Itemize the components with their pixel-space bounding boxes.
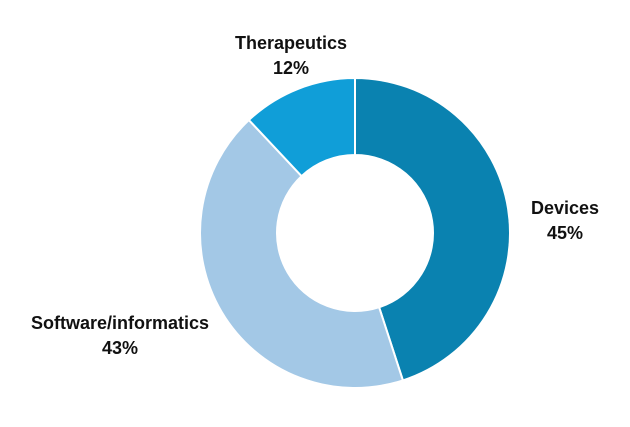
label-therapeutics-value: 12% bbox=[273, 58, 309, 78]
label-devices-value: 45% bbox=[547, 223, 583, 243]
slice-software-informatics bbox=[199, 118, 405, 389]
slice-devices bbox=[354, 76, 511, 382]
label-software-informatics-name: Software/informatics bbox=[31, 313, 209, 333]
label-therapeutics: Therapeutics 12% bbox=[235, 33, 347, 78]
donut-slices bbox=[199, 76, 511, 389]
label-therapeutics-name: Therapeutics bbox=[235, 33, 347, 53]
slice-therapeutics bbox=[247, 76, 356, 178]
label-software-informatics: Software/informatics 43% bbox=[31, 313, 209, 358]
label-devices-name: Devices bbox=[531, 198, 599, 218]
label-devices: Devices 45% bbox=[531, 198, 599, 243]
label-software-informatics-value: 43% bbox=[102, 338, 138, 358]
